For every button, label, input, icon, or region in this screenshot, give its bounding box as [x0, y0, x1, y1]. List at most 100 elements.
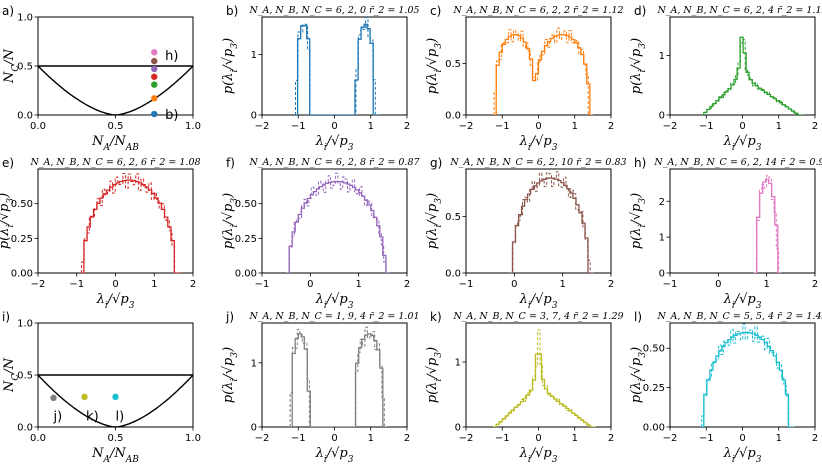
x-tick-label: 0 — [112, 279, 118, 290]
data-point — [50, 394, 57, 402]
histogram-dashed-series — [701, 39, 802, 115]
x-axis-label: λi/√p3 — [519, 446, 558, 465]
y-axis-label: p(λi/√p3) — [629, 193, 648, 249]
axes-frame — [261, 322, 408, 428]
y-tick-label: 0.25 — [643, 383, 665, 394]
histogram-solid-series — [700, 331, 795, 427]
y-tick-label: 0.0 — [17, 423, 33, 434]
x-tick-label: −1 — [291, 433, 306, 444]
x-tick-label: 0 — [511, 279, 517, 290]
panel-title: N_A, N_B, N_C = 6, 2, 0 r̃_2 = 1.05 — [248, 5, 419, 16]
x-tick-label: 1.0 — [185, 121, 201, 132]
x-tick-label: 0.0 — [30, 121, 46, 132]
panel-j: j) −2 −1 0 1 2 0 1 N_A, N_B, N_C = 1, 9, 4 r̃_2 … — [221, 310, 420, 465]
y-tick-label: 0.0 — [445, 269, 461, 280]
x-tick-label: −2 — [255, 433, 270, 444]
x-tick-label: 2 — [812, 433, 818, 444]
y-axis-label: NC/N — [2, 48, 21, 84]
axes-frame — [669, 16, 816, 116]
x-tick-label: −2 — [459, 433, 474, 444]
x-tick-label: 0 — [307, 279, 313, 290]
x-tick-label: 2 — [190, 279, 196, 290]
panel-label: j) — [225, 310, 234, 324]
x-tick-label: 1 — [572, 121, 578, 132]
panel-label: h) — [634, 156, 646, 170]
panel-title: N_A, N_B, N_C = 6, 2, 10 r̃_2 = 0.83 — [449, 157, 626, 168]
y-tick-label: 0.00 — [235, 269, 257, 280]
y-tick-label: 1.0 — [17, 13, 33, 24]
panel-label: l) — [634, 310, 642, 324]
y-tick-label: 1 — [659, 51, 665, 62]
panel-title: N_A, N_B, N_C = 6, 2, 4 r̃_2 = 1.19 — [656, 5, 822, 16]
data-point — [151, 49, 158, 56]
panel-f: f) −1 0 1 2 0.00 0.25 0.50 N_A, N_B, N_C = 6, 2,… — [221, 156, 420, 311]
x-tick-label: 2 — [404, 279, 410, 290]
data-point — [151, 110, 158, 118]
y-tick-label: 1.0 — [17, 319, 33, 330]
x-axis-label: NA/NAB — [91, 446, 139, 465]
panel-b: b) −2 −1 0 1 2 0 1 N_A, N_B, N_C = 6, 2, 0 r̃_2 … — [221, 4, 420, 153]
y-tick-label: 0 — [251, 423, 257, 434]
panel-title: N_A, N_B, N_C = 5, 5, 4 r̃_2 = 1.43 — [656, 311, 822, 322]
x-tick-label: −1 — [495, 433, 510, 444]
x-tick-label: 2 — [812, 279, 818, 290]
point-annotation: b) — [165, 108, 178, 123]
y-tick-label: 0.50 — [235, 199, 257, 210]
y-axis-label: NC/N — [2, 357, 21, 393]
histogram-dashed-series — [493, 27, 594, 115]
y-tick-label: 0 — [251, 111, 257, 122]
x-tick-label: 0.5 — [108, 433, 124, 444]
y-tick-label: 1 — [251, 358, 257, 369]
panel-label: k) — [430, 310, 442, 324]
x-tick-label: 0 — [715, 279, 721, 290]
panel-title: N_A, N_B, N_C = 6, 2, 2 r̃_2 = 1.12 — [452, 5, 623, 16]
y-tick-label: 2 — [659, 197, 665, 208]
y-tick-label: 0.5 — [17, 371, 33, 382]
histogram-dashed-series — [289, 326, 387, 427]
x-tick-label: 2 — [812, 121, 818, 132]
panel-label: a) — [2, 4, 14, 18]
y-tick-label: 0.5 — [445, 59, 461, 70]
panel-c: c) −2 −1 0 1 2 0.0 0.5 N_A, N_B, N_C = 6, 2, 2 r… — [425, 4, 624, 153]
x-axis-label: NA/NAB — [91, 134, 139, 153]
boundary-curve-right — [115, 374, 194, 428]
panel-label: b) — [226, 4, 238, 18]
x-tick-label: 1.0 — [185, 433, 201, 444]
x-axis-label: λi/√p3 — [96, 292, 135, 311]
y-tick-label: 0.0 — [17, 111, 33, 122]
x-tick-label: 1 — [776, 433, 782, 444]
data-point — [151, 95, 158, 102]
panel-title: N_A, N_B, N_C = 6, 2, 6 r̃_2 = 1.08 — [29, 157, 200, 168]
y-tick-label: 1 — [455, 358, 461, 369]
x-axis-label: λi/√p3 — [315, 134, 354, 153]
y-tick-label: 0.50 — [643, 344, 665, 355]
histogram-solid-series — [80, 179, 181, 273]
histogram-dashed-series — [287, 172, 389, 273]
histogram-solid-series — [286, 180, 389, 273]
x-axis-label: λi/√p3 — [723, 134, 762, 153]
panel-label: g) — [430, 156, 442, 170]
histogram-solid-series — [493, 33, 593, 115]
x-tick-label: 0 — [739, 433, 745, 444]
panel-e: e) −2 −1 0 1 2 0.00 0.25 0.50 N_A, N_B, N_C = 6, … — [0, 156, 201, 311]
y-tick-label: 1 — [251, 50, 257, 61]
panel-title: N_A, N_B, N_C = 6, 2, 8 r̃_2 = 0.87 — [248, 157, 420, 168]
histogram-dashed-series — [754, 174, 782, 273]
data-point — [81, 393, 88, 401]
y-tick-label: 0.25 — [11, 234, 33, 245]
x-tick-label: 2 — [608, 279, 614, 290]
x-axis-label: λi/√p3 — [519, 292, 558, 311]
point-annotation: h) — [165, 49, 178, 64]
x-tick-label: −1 — [495, 121, 510, 132]
x-tick-label: 0 — [535, 433, 541, 444]
y-tick-label: 0 — [455, 423, 461, 434]
x-tick-label: 0.5 — [108, 121, 124, 132]
x-tick-label: −1 — [663, 279, 678, 290]
panel-label: c) — [430, 4, 441, 18]
panel-k: k) −2 −1 0 1 2 0 1 N_A, N_B, N_C = 3, 7, 4 r̃_2 … — [425, 310, 624, 465]
axes-frame — [669, 168, 816, 274]
panel-title: N_A, N_B, N_C = 6, 2, 14 r̃_2 = 0.97 — [653, 157, 822, 168]
panel-label: f) — [226, 156, 235, 170]
point-annotation: k) — [86, 410, 99, 425]
